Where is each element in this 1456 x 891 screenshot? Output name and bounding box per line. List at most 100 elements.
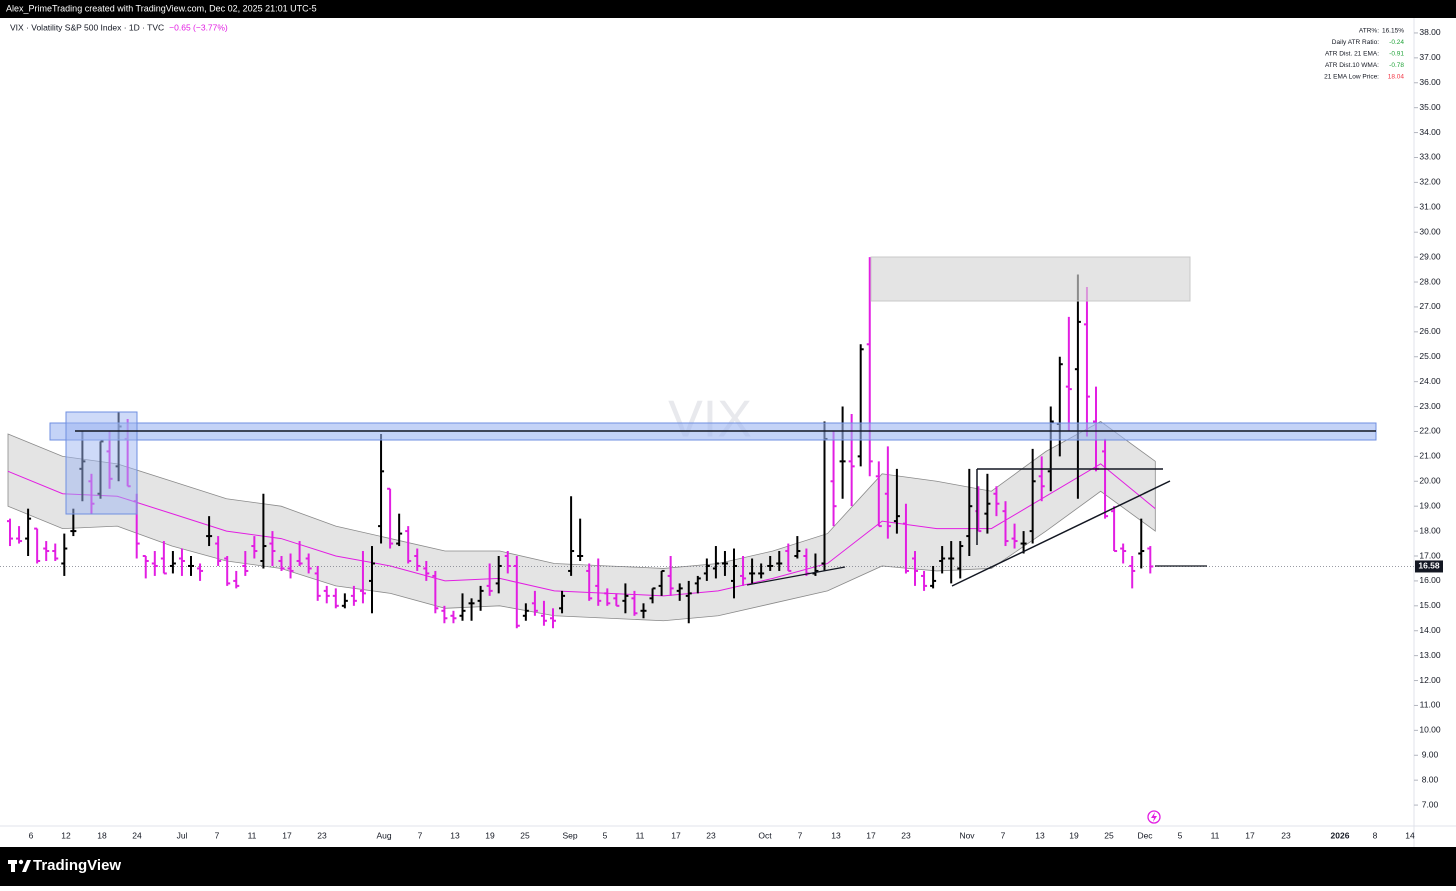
ohlc-bar xyxy=(577,518,584,561)
ohlc-bar xyxy=(369,546,375,614)
y-tick-label: 32.00 xyxy=(1419,177,1441,187)
ohlc-bar xyxy=(930,565,937,589)
x-tick-label: 25 xyxy=(520,830,530,840)
ohlc-bar xyxy=(160,541,167,575)
ohlc-bar xyxy=(839,406,846,499)
ohlc-bar xyxy=(794,536,801,559)
ohlc-bar xyxy=(712,546,719,579)
ohlc-bar xyxy=(550,608,556,629)
stat-label: ATR Dist.10 WMA: xyxy=(1325,62,1379,69)
y-tick-label: 37.00 xyxy=(1419,52,1441,62)
ohlc-bar xyxy=(513,556,520,629)
ohlc-bar xyxy=(966,468,973,557)
ohlc-bar xyxy=(875,461,882,528)
ohlc-bar xyxy=(884,446,891,539)
x-tick-label: 17 xyxy=(1245,830,1255,840)
ohlc-bar xyxy=(568,496,575,576)
y-tick-label: 36.00 xyxy=(1419,77,1441,87)
stat-value: 18.04 xyxy=(1388,74,1405,81)
y-tick-label: 22.00 xyxy=(1419,426,1441,436)
plot-area xyxy=(0,257,1414,629)
ohlc-bar xyxy=(405,526,412,564)
x-tick-label: 2026 xyxy=(1331,830,1350,840)
ohlc-bar xyxy=(16,526,23,544)
ohlc-bar xyxy=(52,543,59,561)
ohlc-bar xyxy=(939,546,946,574)
stat-value: 16.15% xyxy=(1382,28,1404,35)
stat-label: 21 EMA Low Price: xyxy=(1324,74,1379,81)
ohlc-bar xyxy=(423,560,430,581)
ohlc-bar xyxy=(1047,406,1054,492)
x-tick-label: 5 xyxy=(1178,830,1183,840)
ohlc-bar xyxy=(740,556,747,586)
ohlc-bar xyxy=(350,585,357,606)
x-tick-label: 17 xyxy=(671,830,681,840)
y-tick-label: 33.00 xyxy=(1419,152,1441,162)
ohlc-bar xyxy=(957,541,964,579)
x-tick-label: 23 xyxy=(1281,830,1291,840)
y-tick-label: 7.00 xyxy=(1422,799,1439,809)
ohlc-bar xyxy=(993,486,1000,517)
x-tick-label: 11 xyxy=(248,830,257,840)
x-tick-label: 18 xyxy=(97,830,107,840)
ohlc-bar xyxy=(396,513,403,547)
x-tick-label: 23 xyxy=(901,830,911,840)
ohlc-bar xyxy=(667,556,674,596)
ohlc-bar xyxy=(767,556,774,571)
ohlc-bar xyxy=(785,543,792,572)
ohlc-bar xyxy=(1074,274,1081,499)
y-tick-label: 15.00 xyxy=(1419,600,1441,610)
ohlc-bar xyxy=(387,487,394,549)
y-tick-label: 31.00 xyxy=(1419,202,1441,212)
ohlc-bar xyxy=(296,541,303,566)
event-icon[interactable] xyxy=(1147,810,1161,824)
ohlc-bar xyxy=(921,570,928,591)
stat-value: -0.24 xyxy=(1389,39,1404,46)
stats-bg xyxy=(1318,24,1408,82)
ohlc-bar xyxy=(332,588,339,609)
ohlc-bar xyxy=(215,536,222,566)
y-tick-label: 38.00 xyxy=(1419,27,1441,37)
y-tick-label: 25.00 xyxy=(1419,351,1441,361)
ohlc-bar xyxy=(531,590,538,616)
ohlc-bar xyxy=(1011,523,1018,549)
ohlc-bar xyxy=(224,556,231,586)
ohlc-bar xyxy=(477,585,484,611)
ohlc-bar xyxy=(1038,456,1045,502)
x-tick-label: 12 xyxy=(61,830,71,840)
y-tick-label: 24.00 xyxy=(1419,376,1441,386)
ohlc-bar xyxy=(631,590,638,616)
ohlc-bar xyxy=(495,556,502,594)
ohlc-bar xyxy=(269,531,276,566)
ohlc-bar xyxy=(649,587,656,604)
ohlc-bar xyxy=(758,563,765,579)
y-tick-label: 20.00 xyxy=(1419,476,1441,486)
ohlc-bar xyxy=(504,551,511,574)
ohlc-bar xyxy=(676,583,683,601)
y-tick-label: 14.00 xyxy=(1419,625,1441,635)
ohlc-bar xyxy=(622,583,629,614)
y-tick-label: 8.00 xyxy=(1422,774,1439,784)
last-price-label: 16.58 xyxy=(1418,561,1440,571)
x-tick-label: 25 xyxy=(1104,830,1114,840)
ohlc-bar xyxy=(948,541,955,584)
ohlc-bar xyxy=(260,493,267,569)
brand-logo xyxy=(8,859,31,872)
ohlc-bar xyxy=(7,518,13,547)
ohlc-bar xyxy=(61,533,68,576)
logo-part xyxy=(18,859,24,865)
logo-part xyxy=(11,860,15,872)
y-tick-label: 12.00 xyxy=(1419,675,1441,685)
ohlc-bar xyxy=(1029,448,1036,544)
axes: 7.00 8.00 9.00 10.00 11.00 12.00 13.00 14.00 15.… xyxy=(29,27,1443,840)
ohlc-bar xyxy=(43,541,50,561)
ohlc-bar xyxy=(1111,506,1118,553)
ohlc-bar xyxy=(341,593,348,609)
ohlc-bar xyxy=(441,605,448,624)
x-tick-label: 7 xyxy=(1001,830,1006,840)
footer-bar xyxy=(0,847,1456,886)
ohlc-bar xyxy=(450,610,457,624)
stat-value: -0.91 xyxy=(1389,51,1404,58)
y-tick-label: 13.00 xyxy=(1419,650,1441,660)
